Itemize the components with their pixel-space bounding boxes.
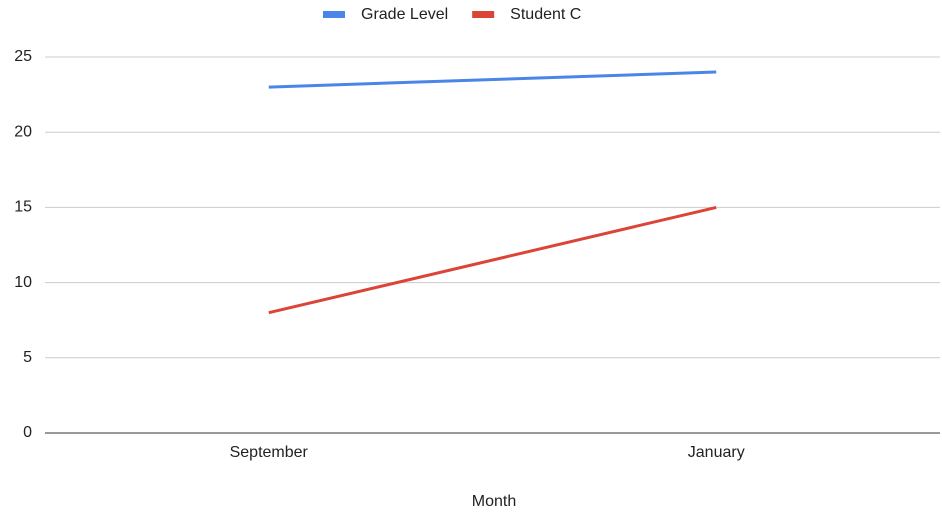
y-tick-label: 15 bbox=[14, 199, 32, 216]
x-tick-label: January bbox=[688, 444, 745, 461]
line-series bbox=[268, 205, 717, 315]
y-tick-label: 5 bbox=[23, 349, 32, 366]
legend-label: Student C bbox=[510, 6, 581, 23]
y-tick-label: 0 bbox=[23, 424, 32, 441]
x-tick-label: September bbox=[230, 444, 309, 461]
legend-label: Grade Level bbox=[361, 6, 448, 23]
legend-swatch bbox=[472, 11, 495, 18]
line-series bbox=[268, 70, 717, 89]
y-tick-label: 25 bbox=[14, 48, 32, 65]
legend-swatch bbox=[323, 11, 345, 18]
x-axis-label: Month bbox=[472, 493, 516, 510]
y-tick-label: 20 bbox=[14, 123, 32, 140]
y-tick-label: 10 bbox=[14, 274, 32, 291]
